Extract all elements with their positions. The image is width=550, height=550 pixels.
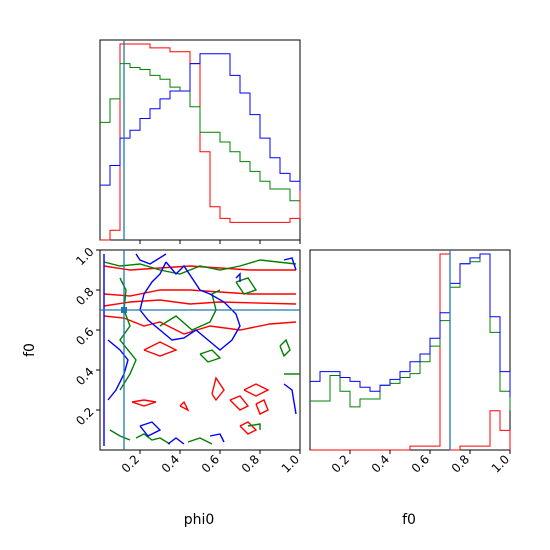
f0-hist-line-2 — [310, 253, 511, 398]
phi0-hist-ticks — [139, 240, 301, 244]
contour-line-0-11 — [239, 421, 258, 435]
phi0-hist-series — [100, 43, 301, 241]
x-tick-label: 1.0 — [489, 452, 512, 475]
x-tick-label: 0.8 — [449, 452, 472, 475]
contour-line-2-1 — [135, 253, 167, 265]
f0-hist-line-1 — [310, 253, 511, 411]
contour-line-1-5 — [279, 338, 291, 358]
f0-hist-series — [310, 253, 511, 451]
contour-line-0-3 — [103, 315, 297, 335]
contour-line-1-1 — [119, 277, 137, 391]
contour-line-0-9 — [243, 383, 270, 397]
x-tick-label: 0.8 — [239, 452, 262, 475]
x-axis-label-phi0: phi0 — [184, 512, 215, 528]
x-tick-label: 0.4 — [159, 452, 182, 475]
x-axis-label-f0: f0 — [402, 512, 416, 528]
contour-line-0-2 — [103, 299, 297, 307]
x-tick-label: 0.2 — [119, 452, 142, 475]
contour-line-2-5 — [283, 257, 297, 271]
contour-line-1-2 — [159, 289, 221, 331]
contour-line-2-2 — [139, 261, 241, 351]
contour-frame — [99, 249, 301, 451]
contour-line-0-0 — [103, 265, 296, 271]
y-tick-label: 0.2 — [73, 405, 96, 428]
contour-line-2-6 — [235, 272, 241, 282]
y-tick-label: 0.8 — [73, 285, 96, 308]
contour-line-2-8 — [167, 437, 185, 445]
contour-line-1-3 — [199, 349, 222, 363]
x-tick-label: 0.6 — [409, 452, 432, 475]
contour-ticks: 0.2 0.4 0.6 0.8 1.0 0.2 0.4 0.6 0.8 1.0 — [73, 245, 302, 476]
contour-line-0-10 — [255, 399, 269, 415]
contour-line-1-0 — [103, 259, 297, 275]
contour-line-1-4 — [235, 277, 258, 295]
phi0-hist-frame — [99, 39, 301, 241]
contour-line-2-3 — [107, 339, 129, 401]
phi0-f0-contour-panel: 0.2 0.4 0.6 0.8 1.0 0.2 0.4 0.6 0.8 1.0 phi0 f0 — [22, 245, 302, 528]
x-tick-label: 0.6 — [199, 452, 222, 475]
contour-line-0-5 — [131, 399, 157, 407]
contour-line-2-4 — [139, 421, 162, 437]
y-tick-label: 0.4 — [73, 365, 96, 388]
f0-hist-line-0 — [310, 253, 511, 451]
f0-histogram-panel: 0.2 0.4 0.6 0.8 1.0 f0 — [309, 249, 512, 528]
y-tick-label: 0.6 — [73, 325, 96, 348]
x-tick-label: 0.4 — [369, 452, 392, 475]
contour-line-2-7 — [283, 383, 297, 415]
y-tick-label: 1.0 — [73, 245, 96, 268]
contour-truth-marker — [121, 307, 127, 313]
contour-line-0-1 — [103, 289, 296, 297]
phi0-hist-line-2 — [100, 53, 301, 191]
phi0-histogram-panel — [99, 39, 301, 244]
x-tick-label: 1.0 — [279, 452, 302, 475]
contour-line-2-9 — [209, 433, 225, 443]
f0-hist-frame — [309, 249, 511, 451]
x-tick-label: 0.2 — [329, 452, 352, 475]
contour-line-1-10 — [187, 437, 213, 445]
contour-line-0-8 — [229, 395, 250, 411]
contour-line-0-6 — [179, 400, 190, 412]
contour-line-0-4 — [143, 341, 178, 357]
contour-line-1-9 — [135, 433, 171, 445]
contour-line-1-8 — [109, 429, 131, 441]
contour-lines — [103, 253, 300, 446]
contour-line-1-7 — [247, 423, 261, 430]
y-axis-label-f0: f0 — [22, 343, 38, 357]
contour-line-0-7 — [211, 376, 225, 402]
f0-hist-ticks: 0.2 0.4 0.6 0.8 1.0 — [329, 450, 512, 476]
phi0-hist-line-1 — [100, 63, 300, 202]
